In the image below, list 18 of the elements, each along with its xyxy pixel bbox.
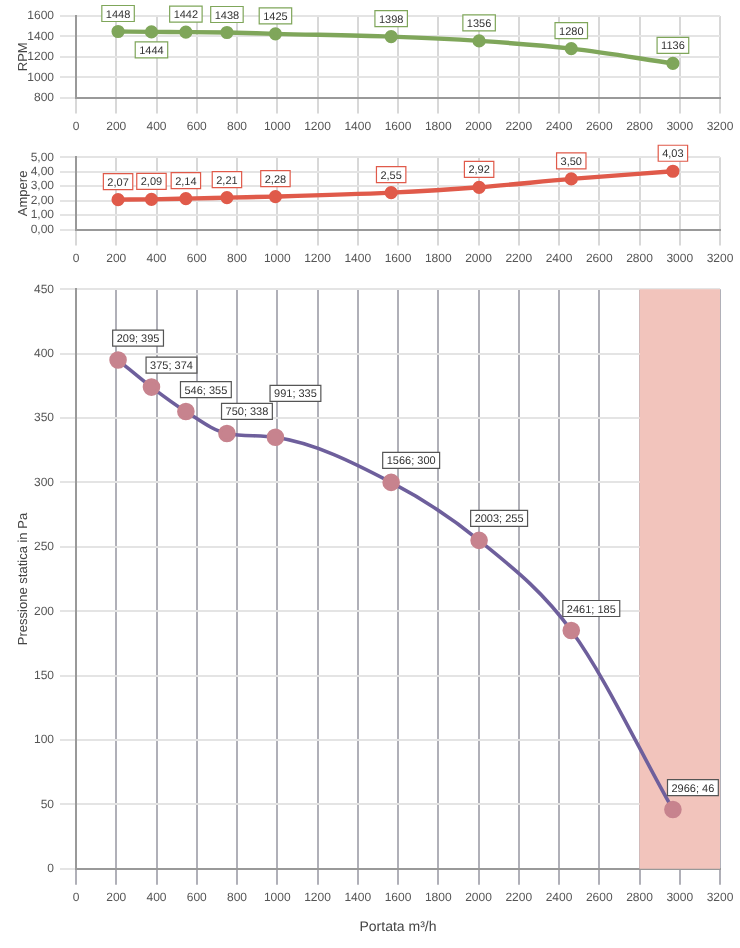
point bbox=[564, 172, 578, 186]
point bbox=[268, 189, 283, 204]
point bbox=[472, 34, 486, 48]
point bbox=[384, 30, 398, 44]
point bbox=[111, 193, 125, 207]
point bbox=[666, 56, 680, 70]
point bbox=[472, 180, 486, 194]
point bbox=[666, 164, 680, 178]
point bbox=[220, 191, 234, 205]
point bbox=[384, 186, 398, 200]
point bbox=[564, 42, 578, 56]
point bbox=[220, 25, 234, 40]
point bbox=[179, 25, 193, 39]
point bbox=[268, 27, 283, 41]
point bbox=[144, 192, 159, 206]
point bbox=[144, 25, 159, 39]
point bbox=[111, 24, 125, 39]
point bbox=[179, 192, 193, 206]
